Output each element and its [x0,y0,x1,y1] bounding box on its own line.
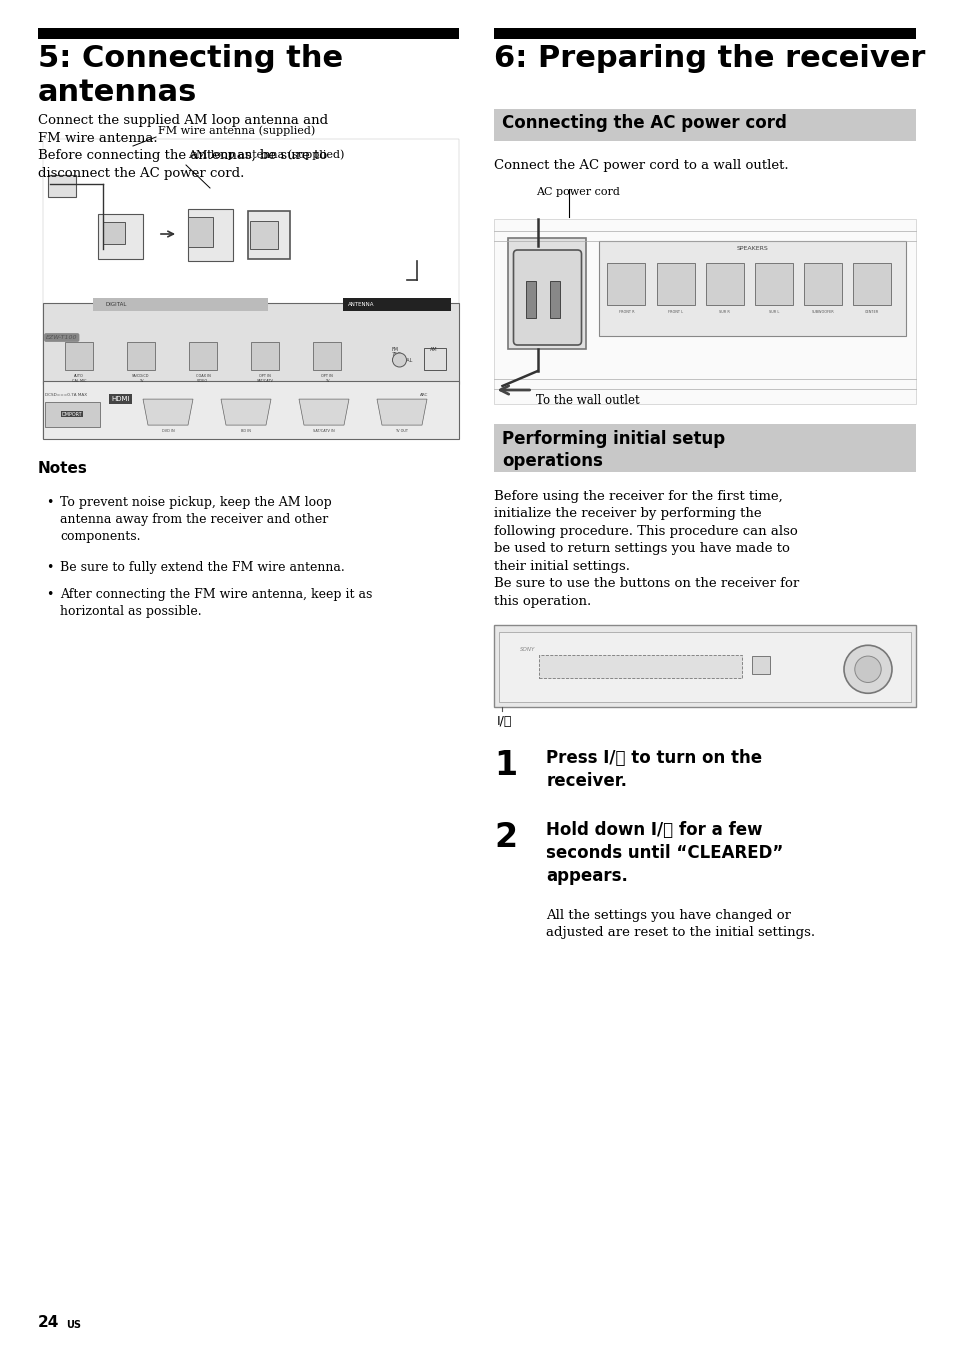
Text: 1: 1 [494,749,517,781]
Bar [189,342,216,370]
Bar [751,656,769,673]
Text: I/⏻: I/⏻ [496,715,512,727]
Text: DCSD===0.7A MAX: DCSD===0.7A MAX [45,393,87,397]
Bar [550,281,560,318]
Bar [38,28,459,39]
Bar [803,264,841,306]
Bar [508,238,586,349]
Bar [705,264,743,306]
Text: 6: Preparing the receiver: 6: Preparing the receiver [494,45,925,73]
Text: SUBWOOFER: SUBWOOFER [811,310,833,314]
Bar [342,299,451,311]
Bar [494,110,915,141]
Bar [424,347,446,370]
Bar [607,264,645,306]
Text: SONY: SONY [519,648,535,652]
Text: FRONT R: FRONT R [618,310,634,314]
Text: •: • [46,496,53,508]
Bar [251,342,278,370]
Text: SPEAKERS: SPEAKERS [736,246,768,251]
Bar [494,28,915,39]
Text: US: US [66,1320,81,1330]
Circle shape [392,353,406,366]
Text: DMPORT: DMPORT [62,411,82,416]
Bar [539,656,741,679]
Bar [499,631,910,702]
Text: •: • [46,561,53,575]
Text: All the settings you have changed or
adjusted are reset to the initial settings.: All the settings you have changed or adj… [546,909,815,940]
Text: Notes: Notes [38,461,88,476]
Text: SUR R: SUR R [719,310,729,314]
Bar [43,381,459,439]
Text: FM wire antenna (supplied): FM wire antenna (supplied) [158,126,314,137]
Bar [188,218,213,247]
Polygon shape [298,399,349,425]
Bar [598,241,905,337]
Bar [48,174,76,197]
Bar [248,211,290,260]
Text: OPT IN
SAT/CATV: OPT IN SAT/CATV [256,375,274,383]
Bar [188,210,233,261]
Bar [494,425,915,472]
Text: AUTO
CAL MIC: AUTO CAL MIC [71,375,86,383]
Text: OPT IN
TV: OPT IN TV [321,375,333,383]
Text: Connect the AC power cord to a wall outlet.: Connect the AC power cord to a wall outl… [494,160,788,172]
Text: Connecting the AC power cord: Connecting the AC power cord [502,114,786,132]
Bar [127,342,154,370]
Text: 5: Connecting the
antennas: 5: Connecting the antennas [38,45,343,107]
Bar [656,264,694,306]
Text: To the wall outlet: To the wall outlet [536,393,639,407]
Bar [250,220,277,249]
Bar [45,402,100,427]
Text: Be sure to fully extend the FM wire antenna.: Be sure to fully extend the FM wire ante… [60,561,344,575]
Text: 24: 24 [38,1315,59,1330]
Bar [852,264,890,306]
Text: Hold down I/⏻ for a few
seconds until “CLEARED”
appears.: Hold down I/⏻ for a few seconds until “C… [546,821,783,884]
Text: SA/CD/CD
TV: SA/CD/CD TV [132,375,150,383]
Text: AM: AM [429,347,436,352]
Text: To prevent noise pickup, keep the AM loop
antenna away from the receiver and oth: To prevent noise pickup, keep the AM loo… [60,496,332,544]
Bar [526,281,536,318]
Text: CENTER: CENTER [863,310,878,314]
Polygon shape [143,399,193,425]
Text: •: • [46,588,53,602]
Bar [43,139,459,439]
Bar [313,342,340,370]
Text: ARC: ARC [419,393,428,397]
Bar [92,299,268,311]
Bar [103,222,125,243]
Text: TV OUT: TV OUT [395,429,408,433]
Text: AM loop antenna (supplied): AM loop antenna (supplied) [188,150,344,160]
Bar [65,342,92,370]
Text: FRONT L: FRONT L [667,310,682,314]
Bar [98,214,143,260]
Text: 2: 2 [494,821,517,854]
Text: After connecting the FM wire antenna, keep it as
horizontal as possible.: After connecting the FM wire antenna, ke… [60,588,372,618]
Text: HDMI: HDMI [111,396,130,402]
Bar [494,625,915,707]
Polygon shape [376,399,427,425]
Text: Performing initial setup
operations: Performing initial setup operations [502,430,725,470]
Text: ANTENNA: ANTENNA [348,303,374,307]
Bar [43,303,459,384]
Circle shape [843,645,891,694]
FancyBboxPatch shape [513,250,581,345]
Text: SAT/CATV IN: SAT/CATV IN [313,429,335,433]
Text: BD IN: BD IN [241,429,251,433]
Text: Before using the receiver for the first time,
initialize the receiver by perform: Before using the receiver for the first … [494,489,799,608]
Text: Connect the supplied AM loop antenna and
FM wire antenna.
Before connecting the : Connect the supplied AM loop antenna and… [38,114,328,180]
Text: AC power cord: AC power cord [536,187,619,197]
Bar [494,219,915,404]
Text: Press I/⏻ to turn on the
receiver.: Press I/⏻ to turn on the receiver. [546,749,761,790]
Circle shape [854,656,881,683]
Bar [754,264,792,306]
Text: EZW-T100: EZW-T100 [46,335,77,339]
Text: FM
75Ω
COAXIAL: FM 75Ω COAXIAL [391,347,413,362]
Text: COAX IN
VIDEO: COAX IN VIDEO [195,375,211,383]
Polygon shape [221,399,271,425]
Text: SUR L: SUR L [768,310,778,314]
Text: DIGITAL: DIGITAL [105,303,126,307]
Text: DVD IN: DVD IN [161,429,174,433]
